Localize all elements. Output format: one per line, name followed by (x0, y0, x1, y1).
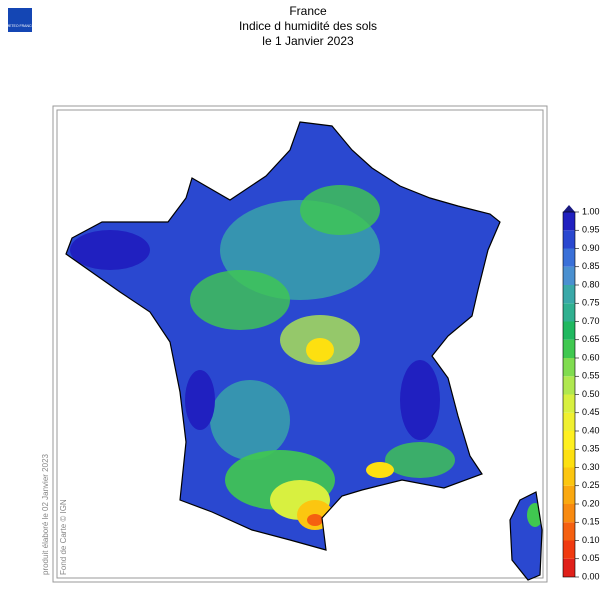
colorbar-segment (563, 339, 575, 358)
date: le 1 Janvier 2023 (262, 34, 354, 48)
colorbar-tick-label: 1.00 (582, 206, 600, 216)
colorbar-tick-label: 0.80 (582, 279, 600, 289)
map-frame (56, 109, 544, 579)
colorbar-tick-label: 0.15 (582, 517, 600, 527)
credit-produced: produit élaboré le 02 Janvier 2023 (41, 453, 50, 575)
colorbar-tick-label: 0.40 (582, 425, 600, 435)
logo-text: METEO FRANCE (6, 24, 34, 28)
colorbar-tick-label: 0.55 (582, 371, 600, 381)
subtitle: Indice d humidité des sols (239, 19, 377, 33)
colorbar-tick-label: 0.95 (582, 225, 600, 235)
colorbar-tick-label: 0.05 (582, 553, 600, 563)
colorbar-tick-label: 0.70 (582, 316, 600, 326)
colorbar-segment (563, 285, 575, 304)
colorbar-segment (563, 394, 575, 413)
colorbar: 0.00 0.05 0.10 0.15 0.20 0.25 0.30 0.35 0.40 0.45… (562, 205, 600, 581)
colorbar-segment (563, 303, 575, 322)
colorbar-tick-label: 0.00 (582, 571, 600, 581)
colorbar-segment (563, 522, 575, 541)
colorbar-tick-label: 0.65 (582, 334, 600, 344)
colorbar-segment (563, 431, 575, 450)
colorbar-over-arrow (563, 205, 575, 212)
colorbar-segment (563, 449, 575, 468)
colorbar-segment (563, 266, 575, 285)
colorbar-segment (563, 376, 575, 395)
map-frame (52, 105, 548, 583)
title: France (289, 4, 327, 18)
soil-moisture-map (66, 122, 542, 580)
colorbar-tick-label: 0.20 (582, 498, 600, 508)
colorbar-segment (563, 558, 575, 577)
colorbar-segment (563, 412, 575, 431)
colorbar-segment (563, 230, 575, 249)
colorbar-tick-label: 0.45 (582, 407, 600, 417)
colorbar-tick-label: 0.10 (582, 535, 600, 545)
colorbar-segment (563, 212, 575, 231)
logo (8, 8, 32, 32)
colorbar-tick-label: 0.85 (582, 261, 600, 271)
colorbar-segment (563, 540, 575, 559)
colorbar-tick-label: 0.90 (582, 243, 600, 253)
colorbar-segment (563, 467, 575, 486)
colorbar-tick-label: 0.60 (582, 352, 600, 362)
colorbar-segment (563, 485, 575, 504)
colorbar-tick-label: 0.50 (582, 389, 600, 399)
colorbar-segment (563, 358, 575, 377)
colorbar-tick-label: 0.30 (582, 462, 600, 472)
colorbar-tick-label: 0.75 (582, 298, 600, 308)
colorbar-tick-label: 0.35 (582, 444, 600, 454)
colorbar-segment (563, 321, 575, 340)
credit-basemap: Fond de Carte © IGN (59, 499, 68, 575)
colorbar-tick-label: 0.25 (582, 480, 600, 490)
colorbar-segment (563, 504, 575, 523)
colorbar-segment (563, 248, 575, 267)
